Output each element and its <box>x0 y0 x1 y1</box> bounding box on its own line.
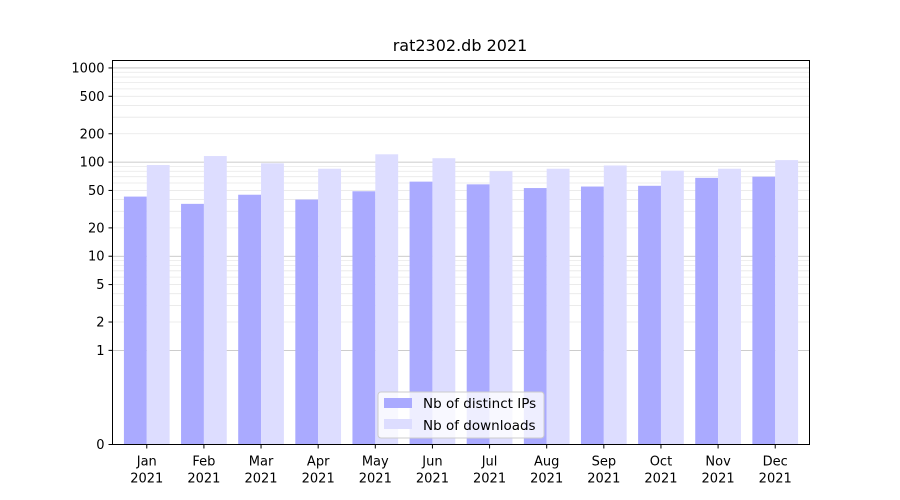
bar-distinct-ips-jan <box>123 196 147 445</box>
x-tick-label-month: Aug <box>534 455 559 470</box>
bar-downloads-may <box>375 154 399 445</box>
y-tick-label: 2 <box>96 316 104 331</box>
x-tick-label-year: 2021 <box>187 472 220 487</box>
x-tick-label-month: May <box>362 455 389 470</box>
legend-swatch-downloads <box>384 419 412 429</box>
bar-distinct-ips-sep <box>580 186 604 445</box>
x-tick-label-month: Jun <box>421 455 442 470</box>
bar-downloads-dec <box>775 160 799 445</box>
x-tick-label-year: 2021 <box>302 472 335 487</box>
x-tick-label-month: Jul <box>481 455 498 470</box>
x-tick-label-month: Feb <box>192 455 215 470</box>
chart-title: rat2302.db 2021 <box>393 36 528 55</box>
y-tick-label: 50 <box>88 184 105 199</box>
y-tick-label: 1000 <box>71 61 104 76</box>
x-tick-label-month: Mar <box>249 455 274 470</box>
y-tick-label: 20 <box>88 221 105 236</box>
legend: Nb of distinct IPs Nb of downloads <box>377 391 545 439</box>
bar-downloads-oct <box>660 170 684 445</box>
bar-downloads-feb <box>203 156 227 445</box>
bar-distinct-ips-jul <box>466 184 490 445</box>
x-tick-label-month: Apr <box>307 455 330 470</box>
bar-distinct-ips-nov <box>695 177 719 445</box>
legend-box <box>377 391 545 439</box>
y-axis: 0 1 2 5 10 20 50 100 200 500 1000 <box>71 61 113 453</box>
x-tick-label-month: Dec <box>763 455 788 470</box>
bar-distinct-ips-apr <box>295 199 319 445</box>
y-tick-label: 500 <box>80 90 105 105</box>
x-tick-label-year: 2021 <box>702 472 735 487</box>
bar-downloads-jul <box>489 171 513 445</box>
y-tick-label: 0 <box>96 438 104 453</box>
x-tick-label-month: Nov <box>705 455 731 470</box>
bar-downloads-jan <box>146 165 170 445</box>
bar-distinct-ips-oct <box>638 185 661 445</box>
y-tick-label: 5 <box>96 278 104 293</box>
x-tick-label-year: 2021 <box>473 472 506 487</box>
legend-label-distinct-ips: Nb of distinct IPs <box>423 396 536 412</box>
x-tick-label-year: 2021 <box>416 472 449 487</box>
bar-distinct-ips-feb <box>181 203 204 445</box>
x-tick-label-year: 2021 <box>587 472 620 487</box>
bar-downloads-mar <box>261 163 284 445</box>
x-tick-label-year: 2021 <box>244 472 277 487</box>
bar-distinct-ips-dec <box>752 176 776 445</box>
bar-downloads-aug <box>546 168 570 445</box>
bar-distinct-ips-aug <box>523 188 547 445</box>
bar-downloads-sep <box>603 165 627 445</box>
bars-layer <box>123 154 799 445</box>
bar-distinct-ips-mar <box>238 194 262 445</box>
legend-swatch-distinct-ips <box>384 398 412 408</box>
x-tick-label-month: Sep <box>592 455 617 470</box>
x-tick-label-year: 2021 <box>130 472 163 487</box>
bar-distinct-ips-may <box>352 191 376 445</box>
x-tick-label-year: 2021 <box>359 472 392 487</box>
bar-downloads-apr <box>318 168 342 445</box>
bar-distinct-ips-jun <box>409 181 433 445</box>
legend-label-downloads: Nb of downloads <box>423 418 536 434</box>
x-tick-label-year: 2021 <box>530 472 563 487</box>
x-tick-label-year: 2021 <box>759 472 792 487</box>
x-tick-label-month: Oct <box>650 455 672 470</box>
y-tick-label: 1 <box>96 344 104 359</box>
plot-frame <box>112 60 810 445</box>
x-axis: Jan 2021 Feb 2021 Mar 2021 Apr 2021 May 2021 Jun 20… <box>130 444 792 487</box>
bar-downloads-jun <box>432 158 456 445</box>
y-tick-label: 100 <box>80 156 105 171</box>
x-tick-label-year: 2021 <box>644 472 677 487</box>
bar-downloads-nov <box>718 168 741 445</box>
y-tick-label: 200 <box>80 127 105 142</box>
x-tick-label-month: Jan <box>136 455 157 470</box>
y-tick-label: 10 <box>88 250 105 265</box>
grid-lines <box>112 67 810 351</box>
